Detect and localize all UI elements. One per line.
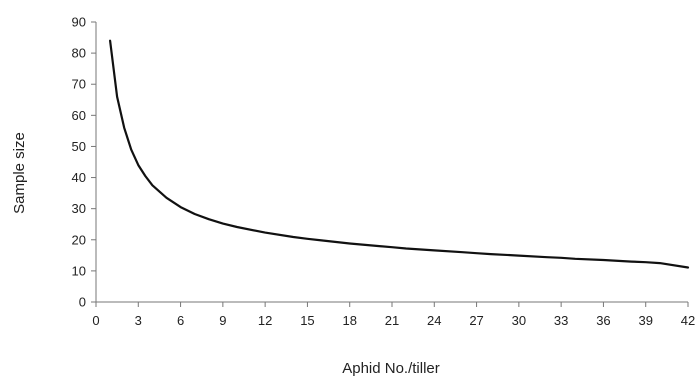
y-tick-label: 70 [72, 77, 86, 92]
y-tick-label: 60 [72, 108, 86, 123]
y-tick-label: 50 [72, 139, 86, 154]
y-tick-label: 80 [72, 46, 86, 61]
x-tick-label: 15 [300, 313, 314, 328]
x-tick-label: 6 [177, 313, 184, 328]
x-tick-label: 42 [681, 313, 695, 328]
x-tick-label: 9 [219, 313, 226, 328]
y-tick-label: 40 [72, 170, 86, 185]
x-tick-label: 24 [427, 313, 441, 328]
x-tick-label: 3 [135, 313, 142, 328]
sample-size-curve [109, 39, 690, 269]
x-tick-label: 36 [596, 313, 610, 328]
y-tick-label: 10 [72, 263, 86, 278]
x-tick-label: 27 [469, 313, 483, 328]
y-tick-label: 30 [72, 201, 86, 216]
x-axis-label: Aphid No./tiller [342, 360, 440, 377]
x-tick-label: 0 [92, 313, 99, 328]
axes [91, 21, 689, 307]
y-tick-label: 90 [72, 15, 86, 30]
y-axis-label: Sample size [11, 132, 28, 214]
x-tick-label: 33 [554, 313, 568, 328]
x-tick-label: 12 [258, 313, 272, 328]
x-tick-label: 30 [512, 313, 526, 328]
x-tick-label: 21 [385, 313, 399, 328]
x-tick-label: 18 [342, 313, 356, 328]
x-tick-label: 39 [638, 313, 652, 328]
y-tick-label: 20 [72, 232, 86, 247]
y-tick-label: 0 [79, 295, 86, 310]
